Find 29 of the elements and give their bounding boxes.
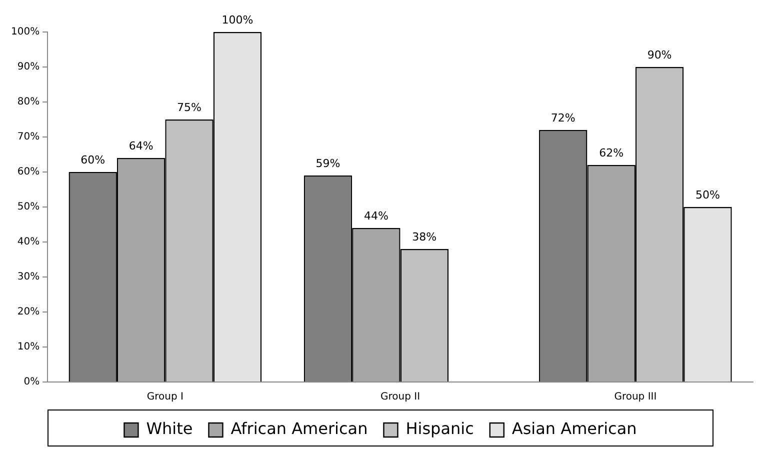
y-tick-label: 10%: [17, 342, 40, 353]
y-tick-label: 60%: [17, 166, 40, 178]
data-label: 38%: [412, 230, 437, 244]
y-tick-label: 40%: [17, 236, 40, 248]
data-label: 50%: [696, 188, 720, 202]
y-tick-label: 30%: [17, 272, 40, 283]
data-label: 72%: [550, 111, 576, 124]
x-tick-label: Group II: [380, 392, 420, 403]
y-tick-label: 20%: [17, 306, 40, 318]
legend-label: Asian American: [512, 419, 637, 438]
legend-label: White: [146, 419, 193, 438]
y-tick-label: 100%: [10, 26, 40, 38]
data-label: 44%: [364, 209, 388, 222]
y-tick-label: 70%: [17, 132, 40, 143]
data-label: 90%: [647, 48, 672, 62]
legend-label: African American: [230, 419, 368, 438]
data-label: 62%: [599, 146, 624, 160]
y-tick-label: 0%: [24, 376, 40, 388]
y-tick-label: 80%: [17, 96, 40, 108]
y-tick-label: 50%: [17, 202, 40, 213]
data-label: 59%: [316, 156, 340, 170]
data-label: 100%: [222, 13, 254, 26]
y-tick-label: 90%: [17, 62, 40, 73]
legend-label: Hispanic: [406, 419, 474, 438]
data-label: 60%: [80, 153, 106, 166]
data-label: 75%: [177, 100, 202, 114]
x-tick-label: Group III: [614, 392, 657, 403]
data-label: 64%: [128, 139, 154, 152]
x-tick-label: Group I: [146, 392, 184, 403]
